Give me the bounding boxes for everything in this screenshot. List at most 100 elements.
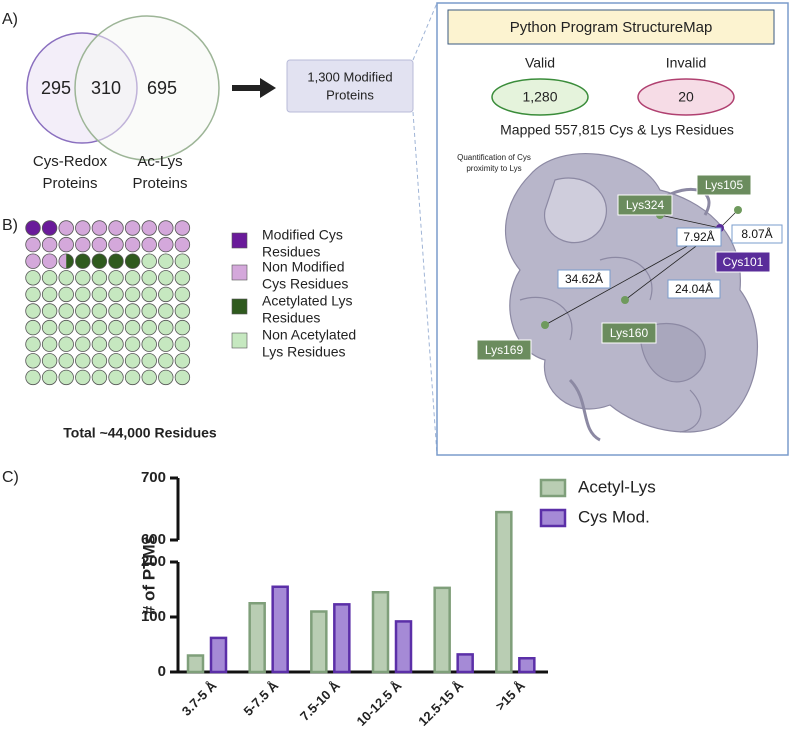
- legend-label: Lys Residues: [262, 344, 346, 360]
- dot: [91, 270, 108, 286]
- distance-label: 24.04Å: [675, 281, 713, 296]
- legend-label: Non Acetylated: [262, 327, 356, 343]
- dot: [141, 319, 157, 336]
- dot: [141, 303, 157, 319]
- panel-label: B): [2, 217, 18, 234]
- dot: [91, 303, 108, 319]
- bar: [209, 636, 228, 674]
- distance-box: [557, 269, 611, 289]
- y-tick-label: 600: [141, 531, 166, 548]
- dot: [91, 220, 108, 236]
- dot: [25, 286, 41, 303]
- dot: [41, 236, 58, 253]
- dot: [58, 220, 74, 236]
- dot-part: [58, 253, 67, 269]
- valid-value: 1,280: [522, 89, 557, 105]
- dot: [158, 319, 174, 336]
- dot: [75, 220, 91, 236]
- dot: [174, 319, 191, 336]
- note: proximity to Lys: [466, 164, 521, 173]
- dot: [158, 369, 174, 386]
- dot: [124, 303, 141, 319]
- dot: [41, 220, 58, 236]
- dot: [41, 303, 58, 319]
- dot: [108, 369, 124, 386]
- dot: [141, 220, 157, 236]
- dot: [58, 336, 74, 352]
- distance-label: 34.62Å: [565, 271, 603, 286]
- legend-label: Non Modified: [262, 259, 345, 275]
- dot: [25, 319, 41, 336]
- dot: [124, 319, 141, 336]
- result-text: Proteins: [326, 87, 374, 102]
- dot: [108, 336, 124, 352]
- venn-number: 295: [41, 78, 71, 98]
- residue-label: Cys101: [723, 255, 764, 269]
- dot: [75, 353, 91, 369]
- bar: [456, 653, 474, 674]
- dot: [25, 353, 41, 369]
- invalid-ellipse: [637, 78, 735, 116]
- dot: [41, 286, 58, 303]
- x-tick-label: 7.5-10 Å: [297, 678, 343, 724]
- dot: [75, 319, 91, 336]
- bar: [271, 585, 289, 674]
- dot: [174, 236, 191, 253]
- distance-label: 7.92Å: [683, 229, 714, 244]
- dot: [141, 236, 157, 253]
- dot: [108, 236, 124, 253]
- dot: [108, 253, 124, 269]
- dot: [58, 353, 74, 369]
- distance-line: [659, 214, 721, 229]
- dot: [124, 220, 141, 236]
- dot: [124, 236, 141, 253]
- venn-number: 695: [147, 78, 177, 98]
- dot: [58, 236, 74, 253]
- legend-label: Cys Residues: [262, 276, 348, 292]
- arrow-head: [260, 78, 276, 98]
- dot: [41, 369, 58, 386]
- dot: [158, 353, 174, 369]
- title-box: [447, 9, 775, 45]
- panel-label: C): [2, 469, 19, 486]
- residue-box: [476, 339, 532, 361]
- x-tick-label: >15 Å: [492, 678, 528, 714]
- legend-label: Residues: [262, 310, 320, 326]
- dot: [75, 336, 91, 352]
- dot: [108, 353, 124, 369]
- dot: [58, 270, 74, 286]
- dot: [124, 253, 141, 269]
- dot: [91, 319, 108, 336]
- dot: [158, 236, 174, 253]
- valid-ellipse: [491, 78, 589, 116]
- bar: [186, 654, 205, 674]
- bar: [333, 603, 351, 674]
- residue-label: Lys160: [610, 326, 649, 340]
- dot: [75, 236, 91, 253]
- dot: [174, 220, 191, 236]
- atom: [734, 206, 742, 214]
- dot: [25, 336, 41, 352]
- dot: [174, 336, 191, 352]
- dot: [174, 286, 191, 303]
- venn-label: Ac-Lys: [137, 153, 182, 170]
- y-tick-label: 200: [141, 553, 166, 570]
- residue-box: [696, 174, 752, 196]
- dot: [75, 270, 91, 286]
- dot: [75, 303, 91, 319]
- atom: [541, 321, 549, 329]
- venn-number: 310: [91, 78, 121, 98]
- zoom-line: [412, 2, 438, 456]
- dot: [58, 286, 74, 303]
- dot: [41, 253, 58, 269]
- venn-label: Cys-Redox: [33, 153, 108, 170]
- invalid-label: Invalid: [666, 55, 706, 71]
- legend-label: Acetylated Lys: [262, 293, 353, 309]
- valid-label: Valid: [525, 55, 555, 71]
- dot: [158, 253, 174, 269]
- dot: [25, 220, 41, 236]
- dot: [91, 253, 108, 269]
- dot: [58, 369, 74, 386]
- bar: [248, 602, 266, 674]
